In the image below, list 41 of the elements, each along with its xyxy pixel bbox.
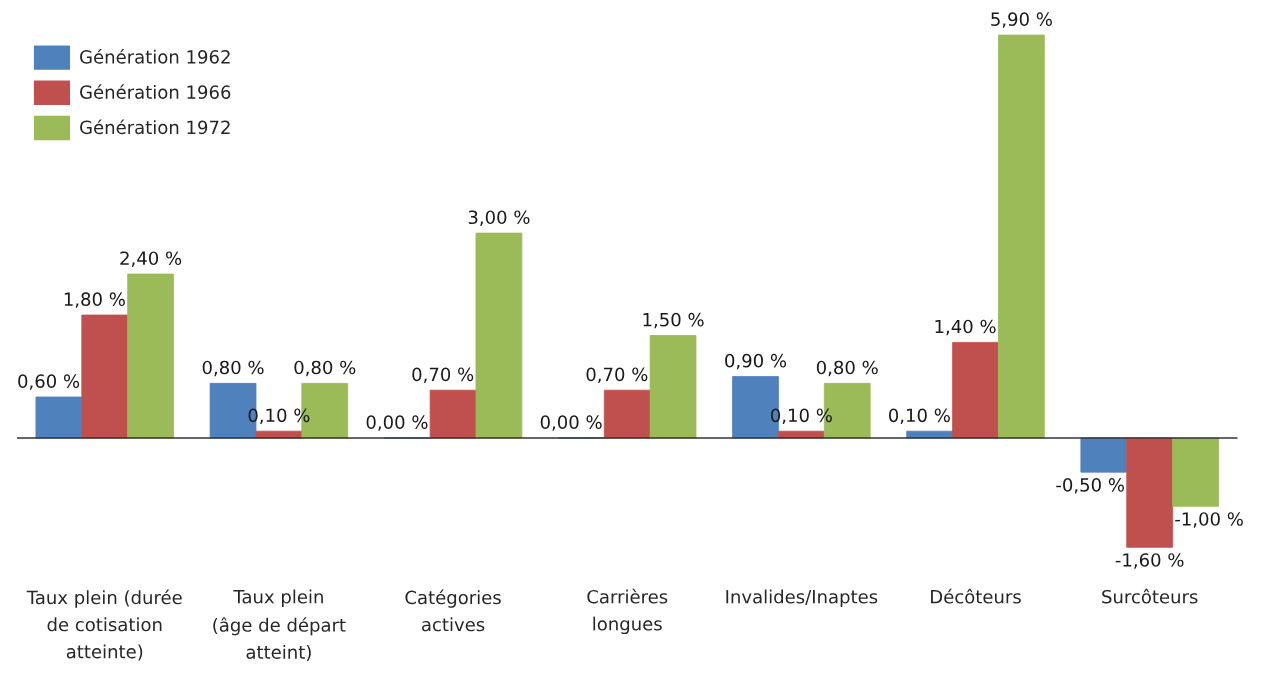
data-label: 0,10 % bbox=[888, 408, 950, 424]
bar bbox=[952, 341, 999, 439]
x-tick-label: Carrières longues bbox=[587, 588, 668, 635]
bar bbox=[649, 335, 697, 439]
x-tick-label: Surcôteurs bbox=[1102, 588, 1198, 604]
bar bbox=[1172, 437, 1219, 507]
data-label: 2,40 % bbox=[120, 251, 182, 267]
bar bbox=[1126, 437, 1174, 548]
bar bbox=[998, 34, 1045, 439]
legend-label: Génération 1972 bbox=[80, 119, 230, 135]
data-label: 0,80 % bbox=[202, 360, 264, 377]
data-label: -1,00 % bbox=[1175, 512, 1243, 528]
data-label: 0,80 % bbox=[294, 360, 356, 377]
data-label: 0,00 % bbox=[366, 415, 428, 431]
data-label: 1,80 % bbox=[64, 292, 125, 308]
bar bbox=[81, 314, 129, 439]
data-label: 0,80 % bbox=[816, 360, 878, 377]
legend-label: Génération 1966 bbox=[80, 84, 231, 99]
bar bbox=[429, 389, 477, 439]
x-tick-label: Taux plein (âge de départ atteint) bbox=[213, 589, 346, 662]
x-tick-label: Catégories actives bbox=[405, 589, 501, 632]
bar bbox=[475, 232, 523, 439]
bar bbox=[35, 396, 83, 439]
data-label: 3,00 % bbox=[468, 210, 530, 226]
data-label: 0,90 % bbox=[725, 353, 787, 370]
data-label: 1,40 % bbox=[935, 319, 996, 336]
data-label: -0,50 % bbox=[1056, 478, 1124, 494]
data-label: 0,00 % bbox=[540, 415, 602, 431]
data-label: 0,70 % bbox=[412, 367, 474, 383]
legend-label: Génération 1962 bbox=[80, 49, 230, 64]
x-tick-label: Invalides/Inaptes bbox=[726, 589, 878, 608]
data-label: 0,60 % bbox=[18, 374, 80, 390]
x-tick-label: Taux plein (durée de cotisation atteinte) bbox=[26, 589, 182, 661]
bar bbox=[127, 273, 174, 439]
bar bbox=[603, 389, 651, 439]
data-label: -1,60 % bbox=[1115, 553, 1184, 569]
x-tick-label: Décôteurs bbox=[931, 588, 1021, 604]
data-label: 1,50 % bbox=[643, 312, 704, 329]
data-label: 5,90 % bbox=[991, 12, 1052, 28]
bar bbox=[1080, 437, 1128, 473]
data-label: 0,70 % bbox=[586, 367, 648, 383]
